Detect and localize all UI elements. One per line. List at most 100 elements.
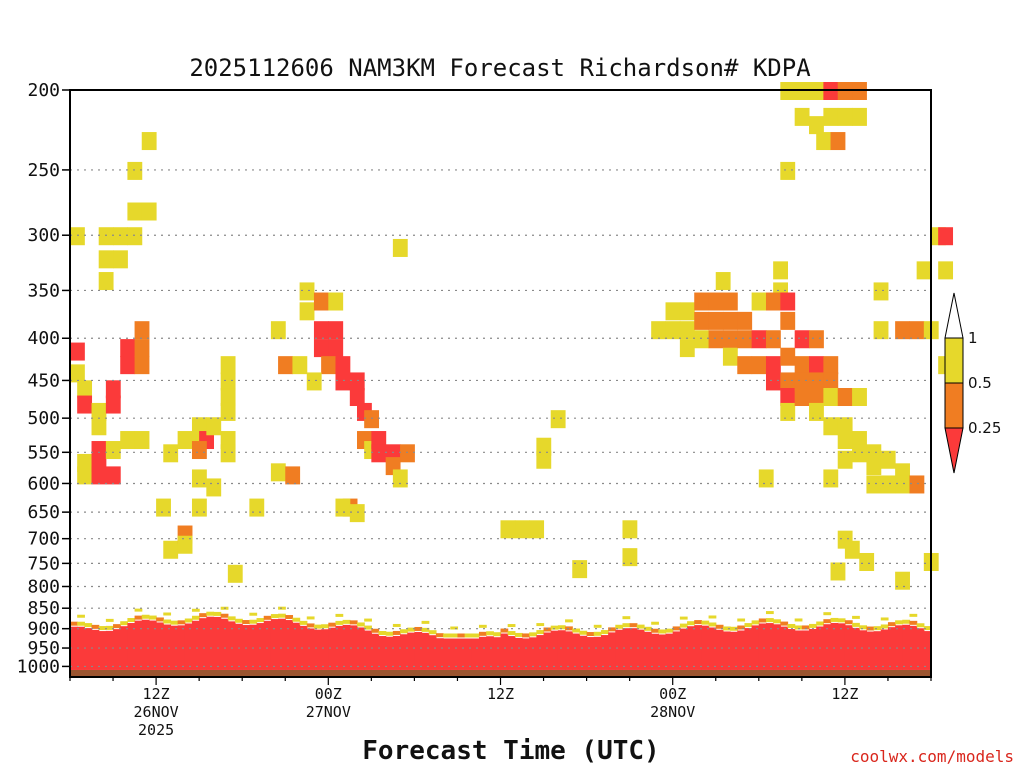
band-fringe (84, 623, 93, 628)
ri-cell (191, 417, 207, 436)
band-column (213, 616, 222, 670)
ri-cell (572, 560, 588, 579)
band-fringe (665, 628, 674, 633)
ri-cell (349, 388, 365, 407)
ri-cell (70, 364, 85, 383)
band-fringe (134, 608, 143, 612)
ri-cell (70, 227, 85, 246)
band-column (328, 627, 337, 670)
ri-cell (278, 356, 293, 375)
band-column (156, 622, 164, 670)
ri-cell (392, 238, 408, 257)
band-fringe (895, 620, 903, 625)
band-column (443, 638, 451, 670)
ri-cell (120, 339, 136, 358)
band-column (285, 620, 294, 670)
band-column (514, 637, 523, 670)
chart-title: 2025112606 NAM3KM Forecast Richardson# K… (189, 54, 811, 82)
band-fringe (916, 623, 925, 628)
band-column (758, 623, 767, 670)
band-fringe (909, 620, 918, 625)
band-column (916, 628, 925, 670)
ri-cell (220, 444, 236, 463)
band-column (608, 632, 616, 670)
ri-cell (313, 292, 329, 311)
x-axis-label: Forecast Time (UTC) (362, 736, 659, 766)
x-tick-label: 12Z (487, 685, 514, 703)
ri-cell (328, 321, 344, 340)
y-tick-label: 500 (27, 408, 60, 429)
band-column (765, 623, 774, 670)
ri-cell (873, 282, 889, 301)
ri-cell (313, 321, 329, 340)
y-tick-label: 400 (27, 328, 60, 349)
band-fringe (486, 631, 494, 636)
ri-cell (852, 444, 867, 463)
ri-cell (550, 410, 566, 429)
ri-cell (651, 321, 667, 340)
legend-lower-arrow (944, 427, 964, 474)
band-fringe (450, 633, 459, 638)
band-fringe (679, 623, 688, 628)
band-fringe (170, 620, 179, 625)
ri-cell (141, 202, 157, 221)
band-column (306, 628, 315, 670)
color-legend: 1 0.5 0.25 (944, 292, 1001, 474)
band-column (450, 638, 459, 670)
band-column (773, 624, 781, 670)
band-fringe (335, 613, 344, 617)
band-fringe (163, 619, 172, 624)
y-tick-label: 300 (27, 225, 60, 246)
band-column (708, 627, 717, 670)
y-tick-label: 200 (27, 80, 60, 101)
band-fringe (321, 624, 329, 629)
band-fringe (694, 620, 702, 625)
band-column (141, 619, 150, 670)
ri-cell (809, 372, 824, 391)
band-fringe (177, 620, 186, 625)
ri-cell (780, 372, 796, 391)
band-fringe (249, 612, 258, 616)
band-column (263, 620, 272, 670)
ri-cell (141, 132, 157, 151)
ri-cell (765, 356, 781, 375)
band-fringe (522, 633, 530, 638)
band-column (923, 631, 932, 670)
ri-cell (794, 356, 810, 375)
band-fringe (651, 628, 659, 633)
band-fringe (730, 626, 738, 631)
ri-cell (91, 466, 107, 485)
band-fringe (859, 625, 868, 630)
y-tick-label: 950 (27, 638, 60, 659)
band-fringe (414, 626, 423, 631)
band-fringe (105, 625, 114, 630)
ri-cell (794, 372, 810, 391)
band-column (615, 629, 624, 670)
ri-cell (299, 282, 315, 301)
band-fringe (493, 632, 502, 637)
band-fringe (500, 628, 509, 633)
ri-cell (134, 356, 150, 375)
band-column (895, 625, 903, 670)
ri-cell (191, 469, 207, 488)
band-fringe (780, 621, 789, 626)
band-fringe (514, 632, 523, 637)
ri-cell (77, 395, 93, 414)
ri-cell (335, 498, 351, 517)
ri-cell (270, 463, 286, 482)
ri-cell (328, 339, 344, 358)
ri-cell (938, 227, 954, 246)
ri-cell (823, 417, 839, 436)
ri-cell (622, 548, 638, 567)
band-column (464, 638, 473, 670)
ri-cell (880, 450, 896, 469)
ri-cell (120, 431, 136, 450)
band-column (227, 621, 236, 670)
ri-cell (880, 475, 896, 494)
ri-cell (220, 372, 236, 391)
band-fringe (593, 624, 602, 628)
x-tick-label: 2025 (138, 721, 174, 739)
band-column (335, 625, 344, 670)
band-fringe (816, 621, 824, 626)
